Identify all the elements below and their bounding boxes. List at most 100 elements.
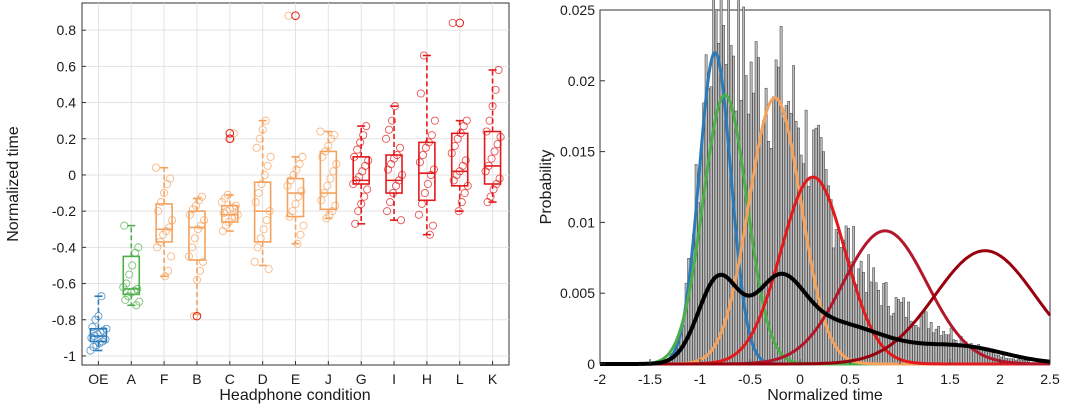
box-data-point	[261, 116, 270, 125]
box-data-point	[316, 127, 325, 136]
box-data-point	[291, 199, 300, 208]
box-data-point	[192, 275, 202, 284]
histogram-bar	[729, 45, 733, 365]
histogram-bar	[802, 163, 805, 365]
box-data-point	[265, 207, 274, 216]
histogram-bar	[939, 335, 943, 365]
box-data-point	[88, 322, 97, 332]
box-data-point	[381, 134, 391, 143]
box-data-point	[259, 225, 268, 234]
histogram-bar	[922, 310, 925, 365]
histogram-bar	[947, 334, 950, 365]
box-data-point	[415, 158, 424, 167]
box-data-point	[229, 129, 238, 138]
box-I	[381, 102, 407, 225]
box-data-point	[250, 257, 259, 266]
histogram-bar	[752, 92, 755, 365]
box-data-point	[486, 192, 495, 201]
histogram-bar	[794, 120, 798, 365]
box-data-point	[384, 125, 394, 134]
box-data-point	[165, 223, 174, 232]
box-B	[184, 192, 209, 321]
box-data-point	[255, 134, 264, 143]
box-data-point	[423, 179, 432, 189]
box-data-point	[184, 252, 194, 261]
box-data-point	[233, 210, 242, 219]
box-data-point	[101, 335, 110, 344]
histogram-bar	[899, 301, 903, 365]
box-data-point	[392, 150, 402, 160]
boxplot-x-tick-label: K	[488, 371, 498, 387]
histogram-y-tick-label: 0.015	[560, 144, 595, 160]
box-data-point	[362, 122, 371, 131]
box-data-point	[495, 174, 504, 183]
histogram-bar	[839, 247, 843, 365]
box-data-point	[484, 161, 493, 170]
box-data-point	[157, 198, 166, 207]
boxplot-x-tick-label: B	[192, 371, 201, 387]
boxplot-y-tick-label: 0.2	[57, 131, 77, 147]
boxplot-y-tick-label: -0.2	[52, 203, 76, 219]
box-data-point	[363, 185, 372, 194]
boxplot-x-axis-label: Headphone condition	[219, 387, 370, 404]
box-data-point	[350, 152, 359, 161]
histogram-curves	[600, 50, 1052, 366]
box-body	[319, 150, 338, 211]
box-data-point	[256, 234, 265, 243]
box-data-point	[293, 239, 302, 248]
box-data-point	[152, 163, 161, 172]
boxplot-y-tick-label: 0.4	[57, 95, 77, 111]
histogram-bar	[927, 328, 930, 365]
box-data-point	[97, 292, 106, 301]
box-data-point	[164, 266, 173, 275]
boxplot-marks	[86, 11, 505, 355]
box-data-point	[460, 188, 469, 198]
box-D	[250, 116, 275, 274]
box-data-point	[494, 65, 503, 75]
histogram-bar	[819, 137, 823, 365]
histogram-x-tick-label: -0.5	[738, 371, 762, 387]
histogram-bar	[902, 297, 905, 365]
boxplot-x-tick-label: H	[422, 371, 432, 387]
histogram-bar	[867, 254, 870, 365]
box-data-point	[396, 216, 406, 225]
box-data-point	[462, 116, 471, 125]
histogram-bar	[967, 346, 970, 365]
box-C	[217, 129, 242, 236]
box-body	[450, 132, 469, 187]
boxplot-y-tick-label: 0.8	[57, 22, 77, 38]
box-A	[119, 221, 144, 310]
box-data-point	[160, 188, 169, 198]
histogram-y-tick-label: 0.025	[560, 2, 595, 18]
box-data-point	[125, 270, 134, 279]
boxplot-y-tick-label: 0.6	[57, 58, 77, 74]
box-H	[414, 51, 439, 239]
histogram-bar	[709, 86, 713, 365]
box-data-point	[253, 243, 262, 252]
histogram-bar	[719, 0, 723, 365]
box-data-point	[457, 198, 466, 207]
histogram-x-tick-label: -1.5	[638, 371, 662, 387]
boxplot-panel: -1 -0.8 -0.6 -0.4 -0.2 0 0.2 0.4 0.6 0.8 OE A F B C D E J…	[5, 2, 510, 404]
box-data-point	[231, 201, 240, 210]
box-body	[188, 210, 206, 261]
histogram-bar	[932, 332, 935, 365]
histogram-bar	[779, 26, 783, 365]
box-data-point	[456, 129, 465, 138]
box-data-point	[168, 216, 177, 225]
box-data-point	[189, 312, 199, 321]
box-data-point	[491, 85, 500, 94]
histogram-bar	[772, 96, 775, 365]
histogram-bar	[944, 334, 948, 365]
boxplot-x-tick-label: L	[456, 371, 464, 387]
box-data-point	[262, 216, 271, 225]
box-data-point	[122, 279, 131, 288]
boxplot-x-tick-label: J	[325, 371, 332, 387]
box-data-point	[324, 141, 333, 151]
histogram-bar	[797, 127, 800, 365]
histogram-bar	[942, 331, 945, 365]
box-data-point	[450, 141, 459, 151]
box-OE	[86, 292, 111, 355]
boxplot-y-tick-label: -0.8	[52, 312, 76, 328]
box-data-point	[482, 127, 491, 136]
